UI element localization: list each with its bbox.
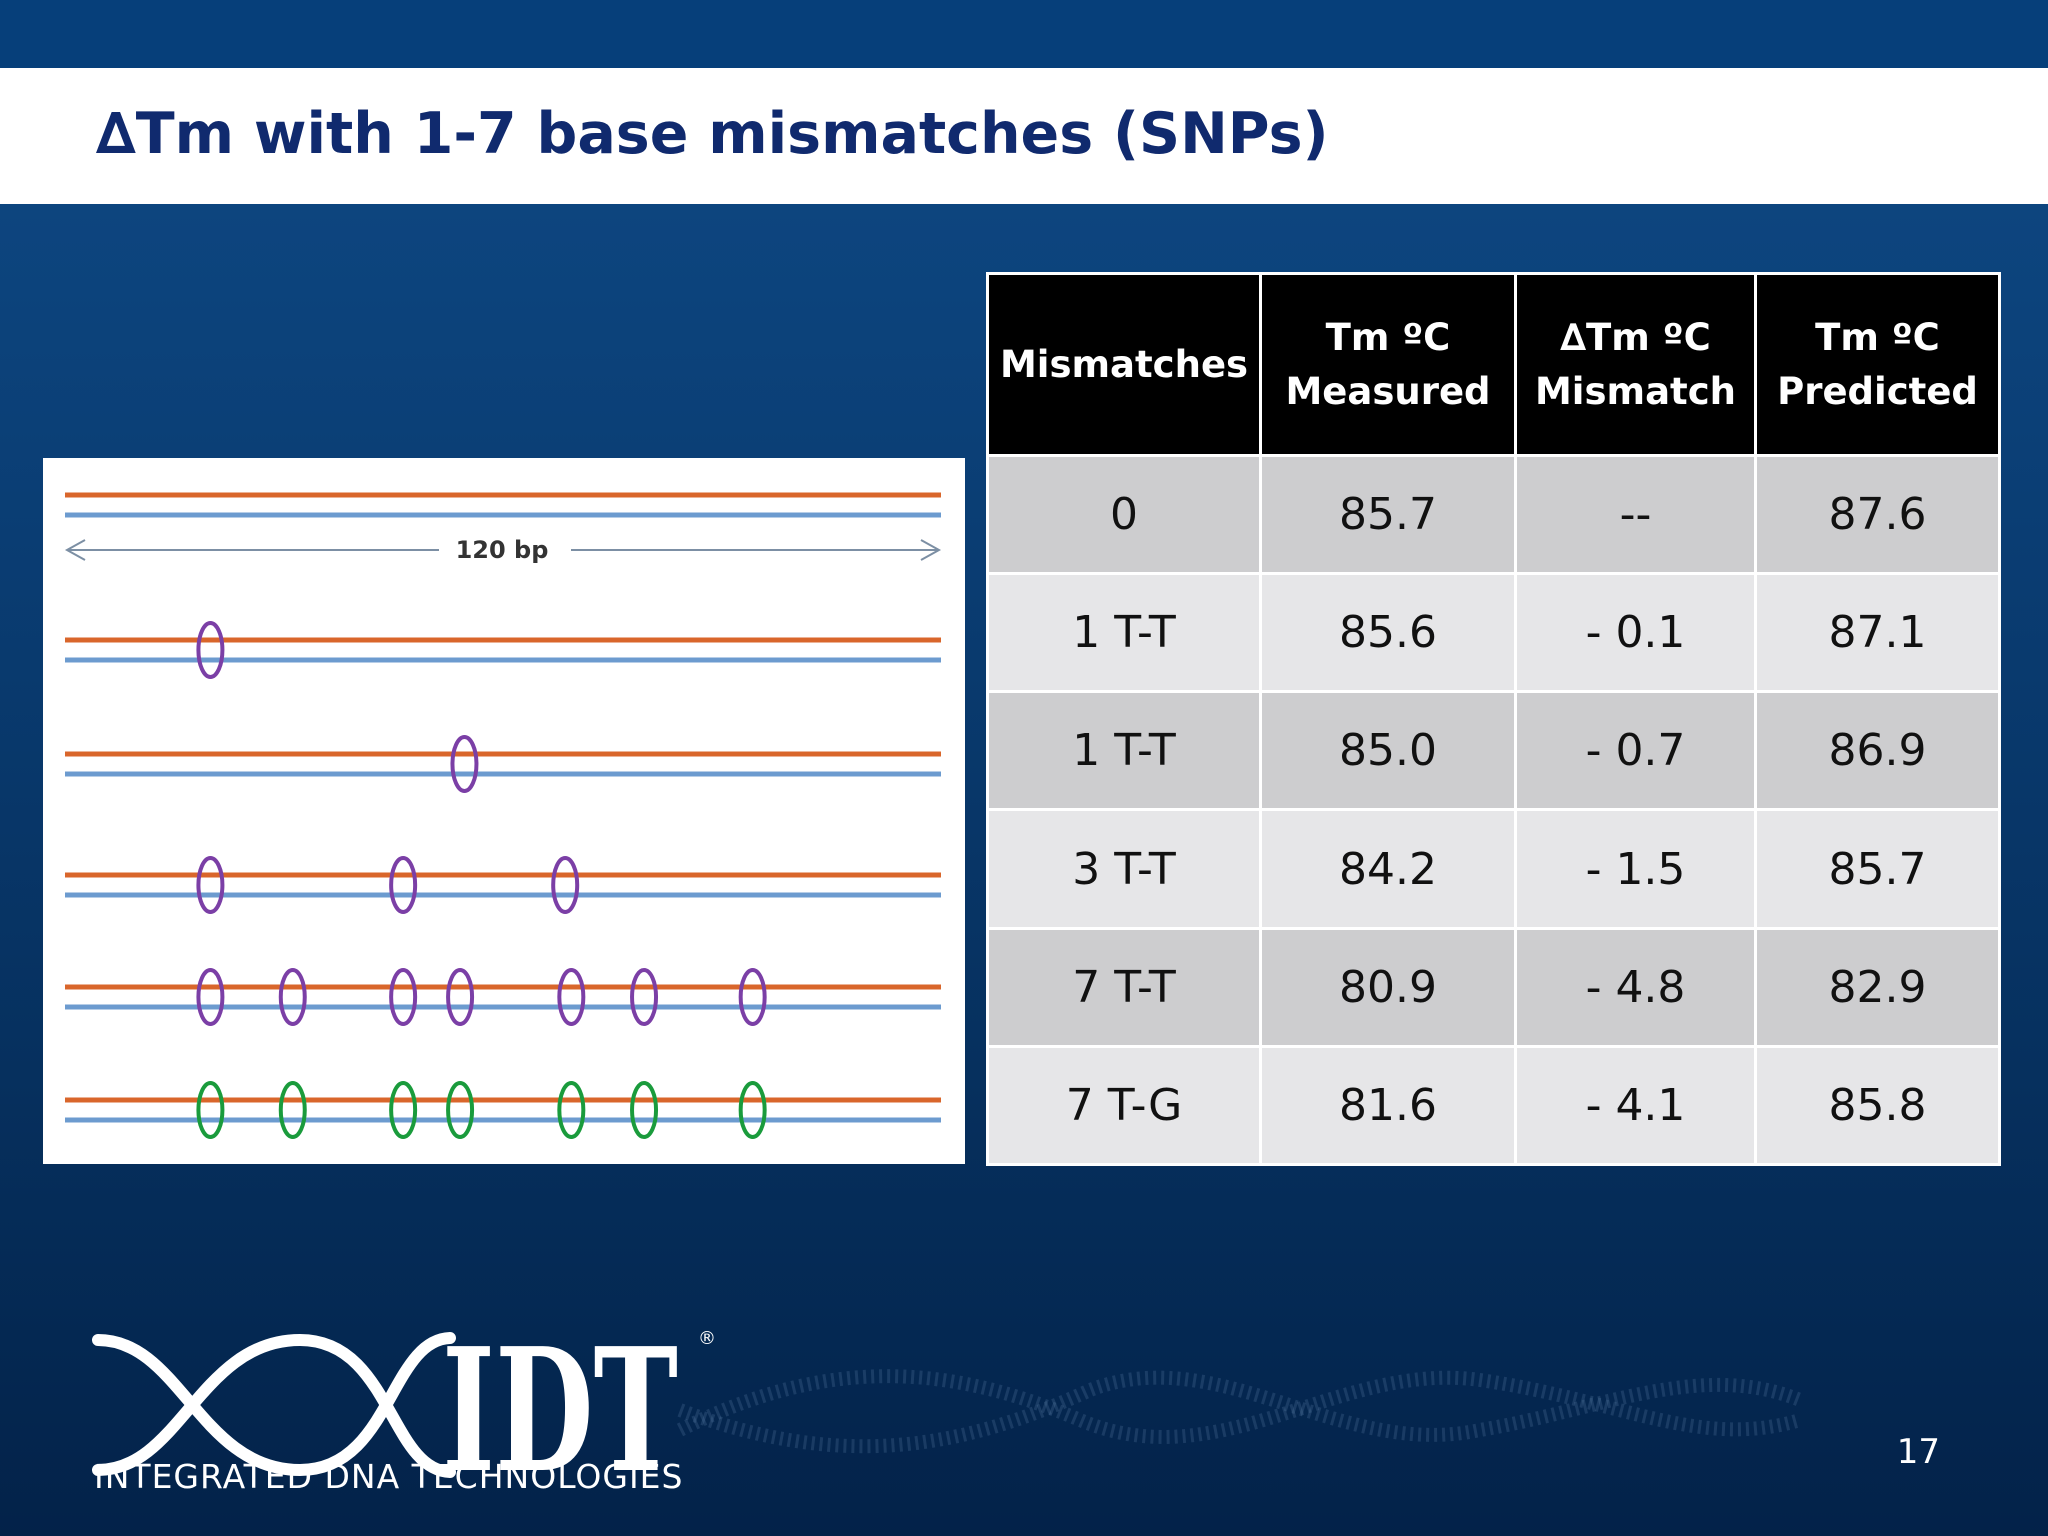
strand-row xyxy=(65,968,941,1026)
header-line: Measured xyxy=(1285,369,1491,413)
mismatch-loop xyxy=(630,1081,659,1139)
header-line: Tm ºC xyxy=(1815,315,1940,359)
mismatch-loop xyxy=(551,856,580,914)
strand-row xyxy=(65,1081,941,1139)
cell-delta-tm: - 4.8 xyxy=(1514,926,1757,1048)
cell-mismatches: 7 T-G xyxy=(986,1044,1262,1167)
header-line: Mismatch xyxy=(1534,369,1736,413)
page-number: 17 xyxy=(1896,1432,1940,1472)
cell-tm-measured: 85.7 xyxy=(1259,453,1517,576)
table-row: 7 T-G 81.6 - 4.1 85.8 xyxy=(986,1044,2001,1167)
mismatch-loop xyxy=(446,1081,475,1139)
length-arrow xyxy=(64,539,942,561)
cell-mismatches: 3 T-T xyxy=(986,808,1262,930)
mismatch-loop xyxy=(738,1081,767,1139)
cell-tm-predicted: 86.9 xyxy=(1754,690,2001,812)
strand-row xyxy=(65,856,941,914)
slide-title: ∆Tm with 1-7 base mismatches (SNPs) xyxy=(96,101,1329,167)
mismatch-loop xyxy=(389,968,418,1026)
top-bar xyxy=(0,0,2048,68)
cell-mismatches: 0 xyxy=(986,453,1262,576)
company-name: INTEGRATED DNA TECHNOLOGIES xyxy=(94,1457,684,1496)
mismatch-diagram: 120 bp xyxy=(43,458,965,1164)
cell-delta-tm: - 0.1 xyxy=(1514,572,1757,694)
title-bar xyxy=(0,68,2048,204)
strand-row xyxy=(65,735,941,793)
table-row: 3 T-T 84.2 - 1.5 85.7 xyxy=(986,808,2001,930)
mismatch-loop xyxy=(446,968,475,1026)
mismatch-loop xyxy=(196,856,225,914)
cell-delta-tm: - 1.5 xyxy=(1514,808,1757,930)
mismatch-loop xyxy=(196,968,225,1026)
mismatch-loop xyxy=(557,1081,586,1139)
table-row: 0 85.7 -- 87.6 xyxy=(986,453,2001,576)
cell-delta-tm: - 4.1 xyxy=(1514,1044,1757,1167)
table-row: 7 T-T 80.9 - 4.8 82.9 xyxy=(986,926,2001,1048)
cell-mismatches: 1 T-T xyxy=(986,690,1262,812)
header-tm-predicted: Tm ºC Predicted xyxy=(1754,272,2001,457)
helix-icon xyxy=(92,1332,456,1478)
mismatch-loop xyxy=(450,735,479,793)
logo-registered-mark: ® xyxy=(698,1328,716,1349)
idt-logo: IDT ® xyxy=(92,1320,716,1500)
mismatch-loop xyxy=(557,968,586,1026)
mismatch-loop xyxy=(630,968,659,1026)
header-line: Mismatches xyxy=(999,342,1249,386)
table-header-row: Mismatches Tm ºC Measured ∆Tm ºC Mismatc… xyxy=(986,272,2001,457)
mismatch-loop xyxy=(389,856,418,914)
cell-tm-measured: 85.0 xyxy=(1259,690,1517,812)
cell-tm-predicted: 87.6 xyxy=(1754,453,2001,576)
cell-tm-predicted: 82.9 xyxy=(1754,926,2001,1048)
cell-tm-measured: 81.6 xyxy=(1259,1044,1517,1167)
cell-tm-measured: 85.6 xyxy=(1259,572,1517,694)
mismatch-loop xyxy=(196,621,225,679)
mismatch-loop xyxy=(389,1081,418,1139)
header-line: ∆Tm ºC xyxy=(1560,315,1711,359)
header-line: Tm ºC xyxy=(1325,315,1451,359)
mismatch-loop xyxy=(278,1081,307,1139)
strand-row xyxy=(65,621,941,679)
header-line: Predicted xyxy=(1777,369,1978,413)
cell-tm-predicted: 85.7 xyxy=(1754,808,2001,930)
cell-delta-tm: -- xyxy=(1514,453,1757,576)
cell-delta-tm: - 0.7 xyxy=(1514,690,1757,812)
strand-rows xyxy=(65,621,941,1139)
cell-mismatches: 7 T-T xyxy=(986,926,1262,1048)
mismatch-loop xyxy=(738,968,767,1026)
mismatch-loop xyxy=(278,968,307,1026)
cell-tm-predicted: 85.8 xyxy=(1754,1044,2001,1167)
table-row: 1 T-T 85.0 - 0.7 86.9 xyxy=(986,690,2001,812)
logo-wordmark: IDT xyxy=(442,1320,678,1500)
table-row: 1 T-T 85.6 - 0.1 87.1 xyxy=(986,572,2001,694)
header-delta-tm-mismatch: ∆Tm ºC Mismatch xyxy=(1514,272,1757,457)
header-mismatches: Mismatches xyxy=(986,272,1262,457)
cell-tm-measured: 80.9 xyxy=(1259,926,1517,1048)
header-tm-measured: Tm ºC Measured xyxy=(1259,272,1517,457)
length-label: 120 bp xyxy=(456,536,549,564)
cell-tm-predicted: 87.1 xyxy=(1754,572,2001,694)
mismatch-loop xyxy=(196,1081,225,1139)
dna-sequence-watermark xyxy=(676,1369,1803,1454)
tm-table: Mismatches Tm ºC Measured ∆Tm ºC Mismatc… xyxy=(986,272,2001,1167)
cell-mismatches: 1 T-T xyxy=(986,572,1262,694)
cell-tm-measured: 84.2 xyxy=(1259,808,1517,930)
mismatch-diagram-svg: 120 bp xyxy=(64,492,942,1139)
